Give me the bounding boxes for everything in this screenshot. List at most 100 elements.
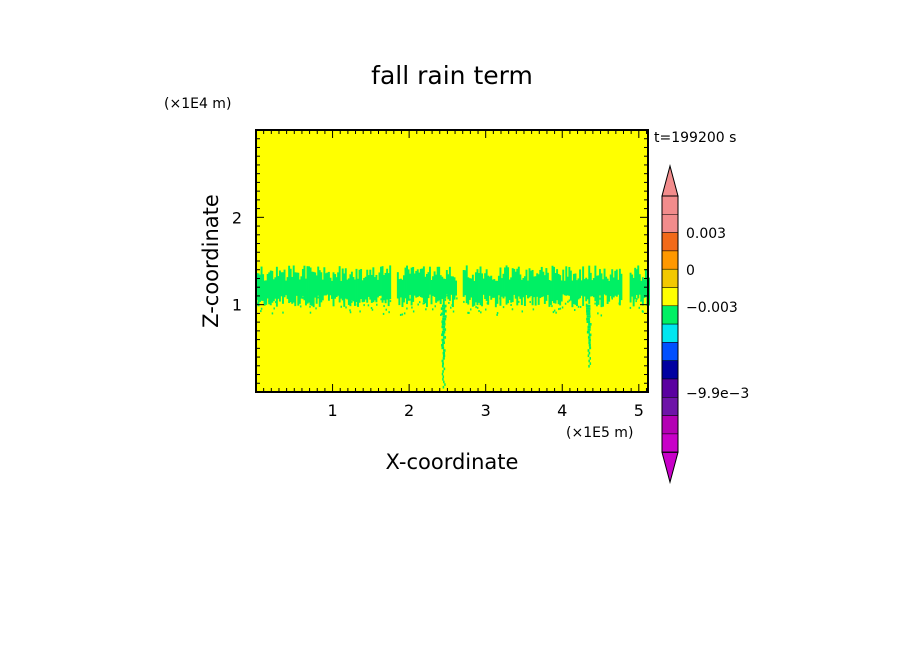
rain-cell [586,279,589,300]
rain-plume [588,338,591,342]
rain-cell [415,270,418,298]
rain-speckle [359,310,361,313]
rain-speckle [315,307,317,310]
rain-cell [372,267,375,303]
rain-plume [587,328,591,331]
rain-cell [337,272,340,296]
rain-cell [308,266,310,303]
rain-cell [383,275,386,301]
rain-cell [559,275,562,306]
rain-plume [441,320,446,324]
rain-plume [588,341,591,344]
rain-cell [324,273,327,296]
rain-cell [507,267,510,304]
rain-speckle [468,311,470,314]
rain-cell [289,268,292,303]
colorbar-level [661,360,679,380]
rain-cell [510,277,513,303]
rain-cell [354,279,356,306]
rain-speckle [456,297,458,300]
rain-cell [644,269,647,298]
rain-cell [331,280,333,299]
axis-ticks [256,130,648,392]
rain-cell [341,268,344,301]
rain-cell [366,269,369,303]
colorbar-level [661,195,679,215]
rain-plume [586,315,591,318]
rain-plume [442,362,445,365]
rain-plume [443,380,445,384]
rain-cell [292,265,295,303]
rain-plume [587,354,590,358]
rain-cell [519,274,522,299]
rain-cell [631,274,634,297]
rain-cell [462,270,465,297]
rain-cell [568,266,571,296]
rain-speckle [594,302,596,305]
rain-cell [550,280,552,305]
rain-cell [516,268,519,306]
rain-cell [600,273,603,308]
rain-cell [265,280,268,305]
rain-cell [638,274,641,295]
colorbar-frame [661,195,679,453]
rain-cell [478,273,480,303]
rain-plume [442,315,447,318]
rain-cell [464,270,467,296]
rain-cell [357,278,359,307]
rain-plume [442,370,444,373]
rain-cell [606,278,609,304]
rain-cell [565,266,568,296]
rain-cell [413,273,416,296]
rain-speckle [409,298,411,301]
rain-speckle [555,311,557,314]
rain-cell [384,272,387,304]
rain-speckle [597,312,599,315]
rain-speckle [469,308,472,311]
rain-cell [487,275,490,305]
rain-plume [586,312,591,316]
rain-cell [320,272,323,303]
rain-cell [409,273,412,295]
rain-speckle [446,294,448,297]
rain-cell [556,269,559,301]
rain-cell [318,270,321,307]
rain-plume [443,367,446,371]
rain-cell [525,269,528,296]
rain-plume [442,336,447,339]
rain-speckle [422,302,425,305]
rain-plume [588,323,592,326]
rain-plume [585,304,591,308]
rain-cell [438,266,441,301]
rain-cell [340,280,343,299]
rain-speckle [532,308,535,311]
rain-speckle [496,312,499,315]
rain-cell [401,279,404,308]
rain-speckle [349,311,352,314]
field-background [256,130,648,392]
rain-cell [474,272,477,303]
rain-cell [465,265,468,304]
rain-speckle [309,305,311,308]
rain-cell [468,278,471,300]
rain-plume [440,312,445,316]
colorbar-level [661,305,679,325]
rain-speckle [529,301,531,304]
rain-cell [511,268,514,303]
rain-plume [441,346,445,350]
rain-speckle [552,311,555,314]
rain-cell [303,265,306,301]
rain-cell [548,280,551,307]
rain-speckle [340,305,342,308]
rain-plume [442,328,447,331]
rain-cell [283,269,286,298]
rain-cell [386,268,389,300]
rain-cell [531,269,534,306]
rain-cell [505,265,508,305]
rain-cell [285,280,288,296]
rain-cell [488,276,491,296]
rain-cell [323,267,326,296]
rain-speckle [418,301,421,304]
rain-cell [370,274,373,303]
rain-cell [435,274,438,303]
